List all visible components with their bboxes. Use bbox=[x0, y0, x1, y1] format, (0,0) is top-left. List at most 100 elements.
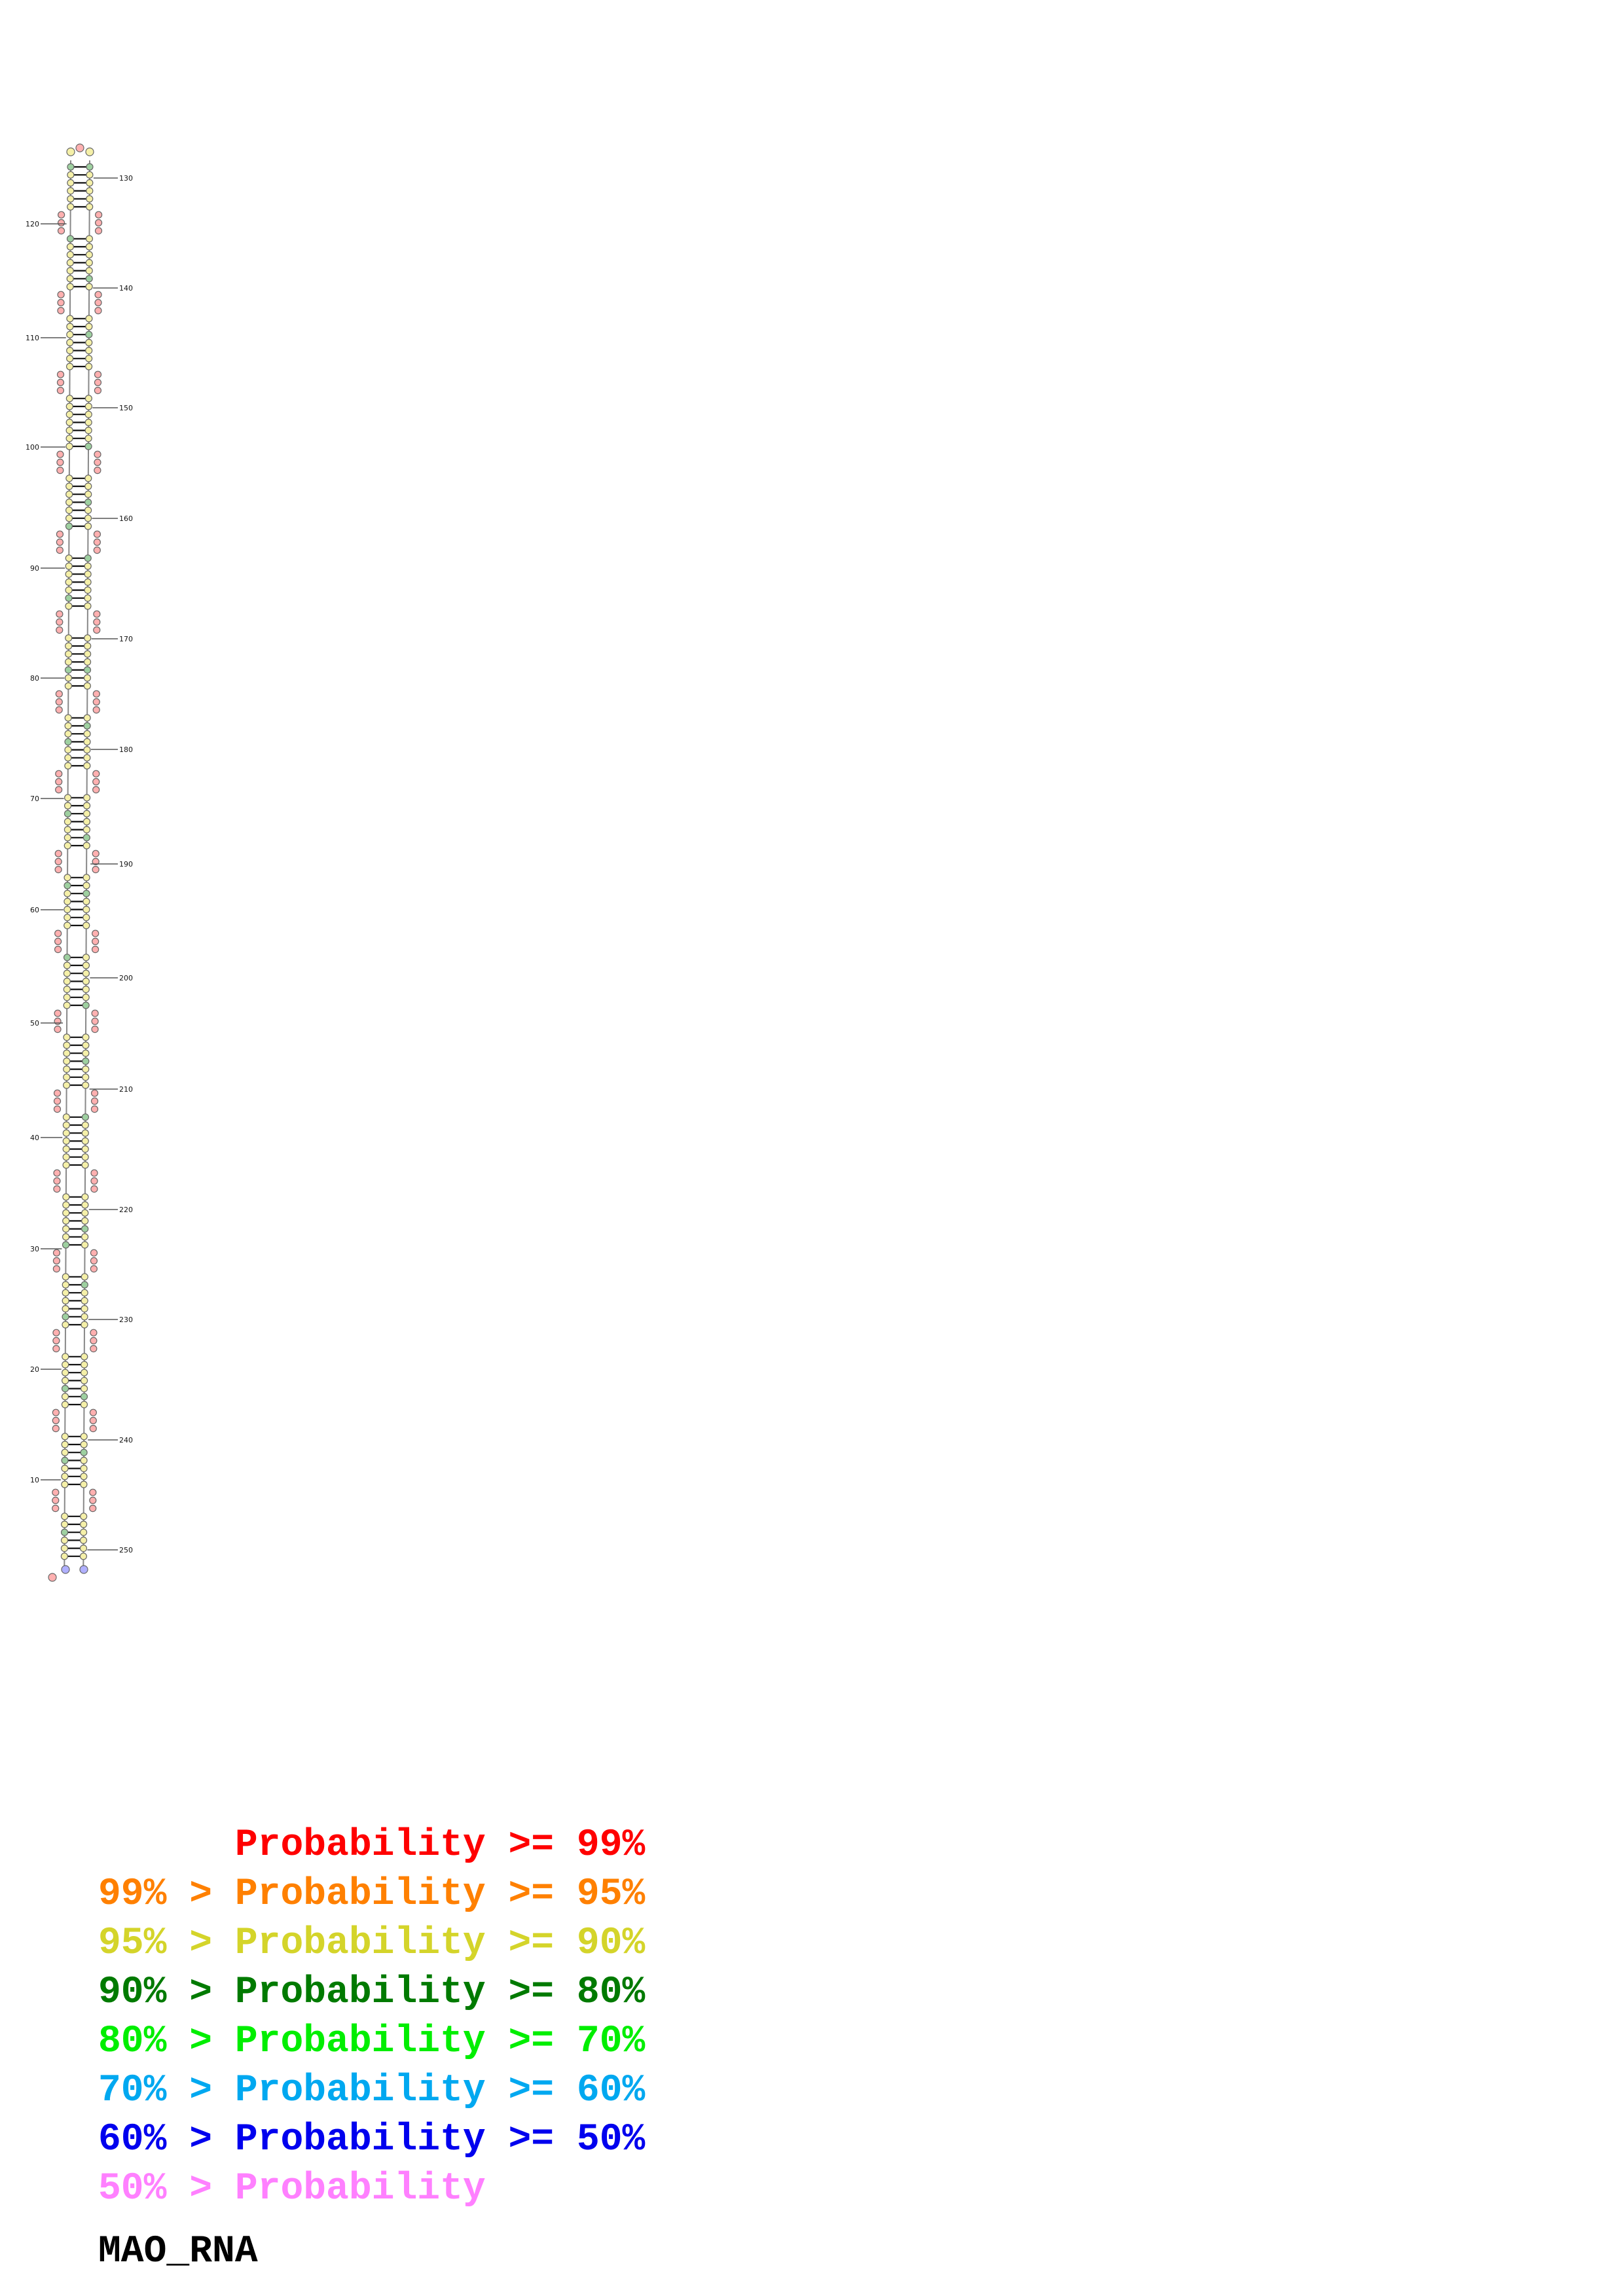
position-label: 80 bbox=[30, 674, 39, 683]
nucleotide bbox=[67, 179, 75, 187]
nucleotide bbox=[64, 730, 72, 738]
nucleotide bbox=[82, 994, 90, 1001]
nucleotide bbox=[55, 770, 63, 778]
nucleotide bbox=[56, 450, 64, 458]
nucleotide bbox=[86, 203, 94, 211]
nucleotide bbox=[89, 1496, 97, 1504]
nucleotide bbox=[56, 466, 64, 475]
nucleotide bbox=[89, 1416, 97, 1424]
nucleotide bbox=[64, 810, 72, 817]
nucleotide bbox=[84, 554, 92, 562]
nucleotide bbox=[85, 283, 93, 291]
position-label: 230 bbox=[119, 1316, 133, 1324]
nucleotide bbox=[52, 1505, 60, 1513]
position-label: 140 bbox=[119, 284, 133, 293]
nucleotide bbox=[80, 1448, 88, 1456]
nucleotide bbox=[54, 945, 62, 954]
nucleotide bbox=[63, 1065, 71, 1073]
nucleotide bbox=[62, 1369, 69, 1376]
nucleotide bbox=[94, 370, 102, 378]
nucleotide bbox=[52, 1336, 60, 1344]
nucleotide bbox=[66, 235, 75, 243]
nucleotide bbox=[66, 346, 74, 355]
nucleotide bbox=[56, 610, 64, 618]
nucleotide bbox=[81, 1113, 90, 1121]
nucleotide bbox=[56, 538, 64, 547]
position-label: 100 bbox=[26, 443, 39, 452]
nucleotide bbox=[61, 1393, 69, 1401]
nucleotide bbox=[92, 857, 100, 866]
nucleotide bbox=[86, 179, 94, 187]
nucleotide bbox=[63, 954, 71, 961]
nucleotide bbox=[54, 857, 62, 866]
nucleotide bbox=[64, 658, 73, 666]
nucleotide bbox=[83, 722, 91, 730]
nucleotide bbox=[63, 1001, 71, 1009]
position-label: 10 bbox=[30, 1476, 39, 1484]
nucleotide bbox=[64, 889, 71, 897]
nucleotide bbox=[90, 1265, 98, 1273]
nucleotide bbox=[84, 363, 93, 370]
position-label: 60 bbox=[30, 906, 39, 914]
nucleotide bbox=[65, 642, 73, 650]
nucleotide bbox=[91, 1009, 99, 1017]
nucleotide bbox=[82, 905, 90, 914]
nucleotide bbox=[83, 674, 92, 682]
nucleotide bbox=[82, 985, 90, 994]
position-label: 120 bbox=[26, 220, 39, 228]
nucleotide bbox=[62, 1209, 70, 1217]
nucleotide bbox=[63, 1057, 71, 1066]
nucleotide bbox=[84, 490, 92, 498]
nucleotide bbox=[57, 298, 65, 306]
nucleotide bbox=[94, 298, 102, 306]
nucleotide bbox=[90, 1185, 98, 1193]
nucleotide bbox=[82, 1081, 90, 1089]
nucleotide bbox=[56, 458, 64, 467]
nucleotide bbox=[81, 1225, 89, 1233]
nucleotide bbox=[82, 882, 90, 889]
nucleotide bbox=[52, 1416, 60, 1424]
nucleotide bbox=[55, 706, 63, 714]
nucleotide bbox=[65, 395, 73, 403]
nucleotide bbox=[65, 435, 73, 442]
nucleotide bbox=[55, 690, 63, 698]
nucleotide bbox=[82, 914, 90, 922]
nucleotide bbox=[84, 410, 92, 418]
nucleotide bbox=[61, 1441, 69, 1448]
nucleotide bbox=[84, 418, 92, 427]
nucleotide bbox=[60, 1552, 69, 1560]
nucleotide bbox=[86, 187, 94, 195]
nucleotide bbox=[52, 1265, 60, 1273]
nucleotide bbox=[80, 1401, 88, 1408]
nucleotide bbox=[82, 1033, 90, 1041]
nucleotide bbox=[84, 594, 92, 602]
nucleotide bbox=[92, 690, 100, 698]
nucleotide bbox=[63, 994, 71, 1001]
nucleotide bbox=[84, 442, 92, 450]
nucleotide bbox=[66, 259, 74, 266]
sequence-name: MAO_RNA bbox=[98, 2231, 258, 2273]
nucleotide bbox=[66, 315, 74, 323]
nucleotide bbox=[65, 498, 73, 507]
nucleotide bbox=[81, 1297, 88, 1305]
nucleotide bbox=[82, 1057, 90, 1066]
nucleotide bbox=[64, 825, 71, 834]
nucleotide bbox=[62, 1113, 71, 1121]
nucleotide bbox=[82, 817, 91, 826]
nucleotide bbox=[66, 267, 74, 275]
nucleotide bbox=[53, 1089, 62, 1097]
position-label: 70 bbox=[30, 795, 39, 803]
legend-row-70: 80% > Probability >= 70% bbox=[98, 2020, 646, 2063]
nucleotide bbox=[82, 954, 90, 961]
nucleotide bbox=[94, 458, 101, 467]
nucleotide bbox=[81, 1137, 89, 1145]
nucleotide bbox=[84, 634, 92, 642]
nucleotide bbox=[83, 754, 91, 762]
nucleotide bbox=[66, 283, 74, 291]
nucleotide bbox=[90, 1345, 98, 1353]
nucleotide bbox=[62, 1161, 70, 1169]
nucleotide bbox=[67, 195, 75, 203]
probability-legend: Probability >= 99% 99% > Probability >= … bbox=[98, 1821, 645, 2214]
nucleotide bbox=[61, 1520, 69, 1528]
nucleotide bbox=[61, 1513, 69, 1520]
